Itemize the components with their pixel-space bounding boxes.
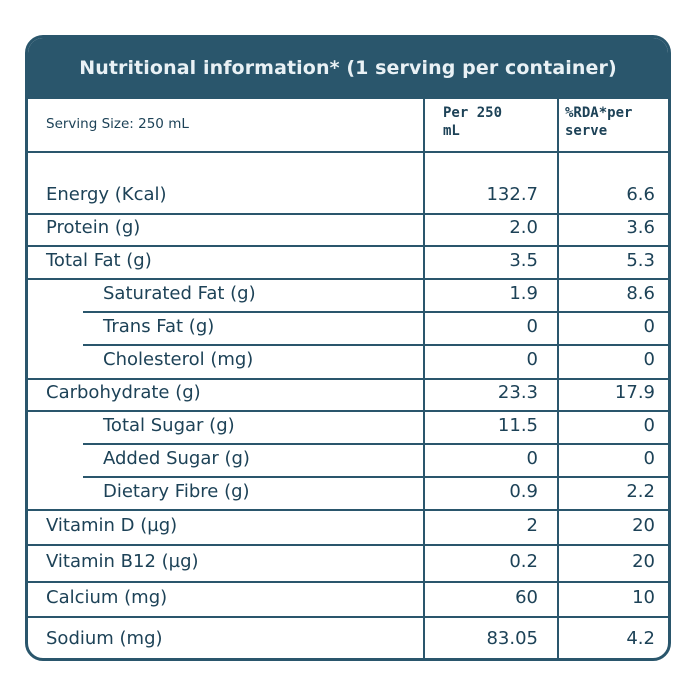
nutrient-name: Total Fat (g): [46, 249, 152, 271]
row-divider: [28, 278, 668, 280]
nutrient-name: Vitamin D (µg): [46, 514, 178, 536]
rda-percent-value: 4.2: [626, 628, 655, 649]
row-divider: [28, 616, 668, 618]
nutrient-name: Carbohydrate (g): [46, 382, 201, 403]
nutrient-name: Cholesterol (mg): [103, 349, 254, 370]
rda-percent-value: 0: [643, 349, 655, 370]
rda-percent-value: 0: [643, 447, 655, 469]
rda-header-line1: %RDA*per: [565, 105, 633, 121]
per-serving-value: 132.7: [486, 184, 538, 205]
nutrient-name: Protein (g): [46, 217, 141, 238]
rda-percent-value: 3.6: [626, 217, 655, 238]
column-divider-rda: [557, 99, 559, 658]
per-serving-value: 3.5: [509, 249, 538, 271]
nutrient-name: Total Sugar (g): [103, 414, 235, 436]
per-serving-value: 1.9: [509, 282, 538, 304]
per-serving-value: 11.5: [497, 414, 538, 436]
rda-percent-value: 17.9: [614, 382, 655, 403]
per-serving-value: 0.9: [509, 480, 538, 502]
nutrient-name: Added Sugar (g): [103, 447, 250, 469]
nutrient-name: Trans Fat (g): [103, 315, 215, 337]
row-divider: [28, 581, 668, 583]
nutrient-name: Calcium (mg): [46, 586, 168, 608]
row-divider: [83, 443, 668, 445]
per-serving-value: 0: [526, 315, 538, 337]
per-serving-header-line2: mL: [443, 123, 460, 139]
rda-percent-value: 20: [632, 514, 655, 536]
rda-percent-value: 8.6: [626, 282, 655, 304]
row-divider: [28, 378, 668, 380]
row-divider: [28, 509, 668, 511]
nutrition-title: Nutritional information* (1 serving per …: [28, 38, 668, 99]
row-divider: [83, 344, 668, 346]
per-serving-value: 83.05: [486, 628, 538, 649]
per-serving-value: 0: [526, 447, 538, 469]
row-divider: [28, 213, 668, 215]
serving-size-label: Serving Size: 250 mL: [46, 116, 189, 132]
rda-percent-value: 0: [643, 414, 655, 436]
per-serving-value: 0.2: [509, 550, 538, 572]
per-serving-value: 2: [526, 514, 538, 536]
row-divider: [28, 544, 668, 546]
nutrition-facts-panel: Nutritional information* (1 serving per …: [25, 35, 671, 661]
rda-percent-value: 6.6: [626, 184, 655, 205]
rda-percent-value: 5.3: [626, 249, 655, 271]
row-divider: [28, 410, 668, 412]
nutrient-name: Saturated Fat (g): [103, 282, 256, 304]
per-serving-header-line1: Per 250: [443, 105, 503, 121]
per-serving-value: 23.3: [497, 382, 538, 403]
nutrient-name: Sodium (mg): [46, 628, 163, 649]
header-divider: [28, 151, 668, 153]
nutrient-name: Energy (Kcal): [46, 184, 167, 205]
per-serving-value: 2.0: [509, 217, 538, 238]
rda-percent-value: 10: [632, 586, 655, 608]
row-divider: [28, 245, 668, 247]
rda-percent-value: 0: [643, 315, 655, 337]
row-divider: [83, 476, 668, 478]
rda-header-line2: serve: [565, 123, 608, 139]
per-serving-value: 60: [515, 586, 538, 608]
nutrient-name: Dietary Fibre (g): [103, 480, 250, 502]
nutrient-name: Vitamin B12 (µg): [46, 550, 199, 572]
rda-percent-value: 2.2: [626, 480, 655, 502]
rda-percent-value: 20: [632, 550, 655, 572]
row-divider: [83, 311, 668, 313]
per-serving-value: 0: [526, 349, 538, 370]
column-divider-per: [423, 99, 425, 658]
